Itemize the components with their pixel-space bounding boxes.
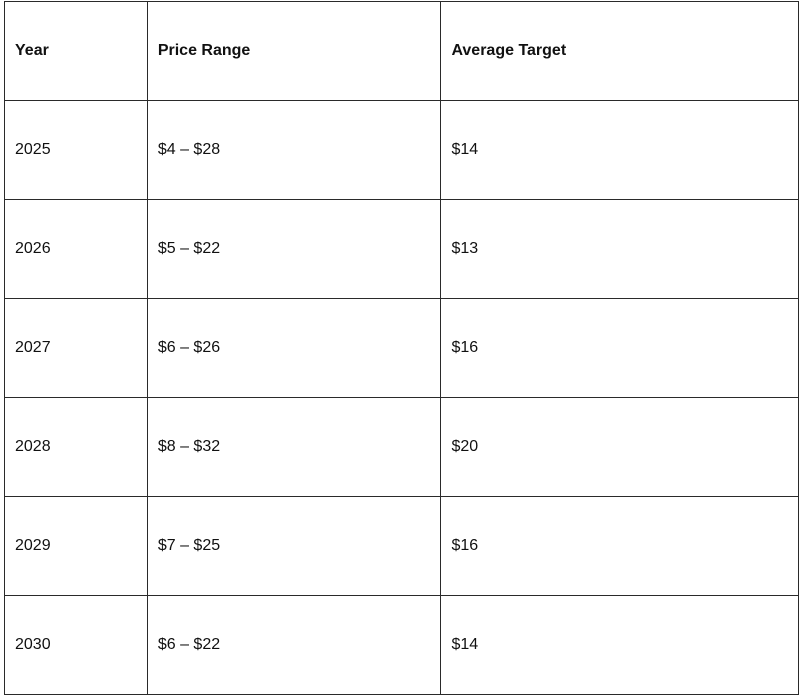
year-cell: 2029 (4, 496, 148, 596)
price-range-cell: $8 – $32 (146, 397, 442, 497)
table-row: 2027 $6 – $26 $16 (4, 298, 799, 398)
year-cell: 2027 (4, 298, 148, 398)
year-cell: 2026 (4, 199, 148, 299)
average-target-cell: $14 (440, 595, 799, 695)
average-target-cell: $16 (440, 298, 799, 398)
header-average-target: Average Target (440, 1, 799, 101)
price-range-cell: $5 – $22 (146, 199, 442, 299)
year-cell: 2025 (4, 100, 148, 200)
table-row: 2025 $4 – $28 $14 (4, 100, 799, 200)
table-row: 2028 $8 – $32 $20 (4, 397, 799, 497)
price-range-cell: $6 – $26 (146, 298, 442, 398)
average-target-cell: $14 (440, 100, 799, 200)
table-row: 2030 $6 – $22 $14 (4, 595, 799, 695)
year-cell: 2030 (4, 595, 148, 695)
year-cell: 2028 (4, 397, 148, 497)
header-price-range: Price Range (146, 1, 442, 101)
price-range-cell: $7 – $25 (146, 496, 442, 596)
table-row: 2029 $7 – $25 $16 (4, 496, 799, 596)
average-target-cell: $20 (440, 397, 799, 497)
table-row: 2026 $5 – $22 $13 (4, 199, 799, 299)
average-target-cell: $13 (440, 199, 799, 299)
average-target-cell: $16 (440, 496, 799, 596)
price-forecast-table: Year Price Range Average Target 2025 $4 –… (4, 1, 799, 695)
price-range-cell: $4 – $28 (146, 100, 442, 200)
header-row: Year Price Range Average Target (4, 1, 799, 101)
header-year: Year (4, 1, 148, 101)
price-range-cell: $6 – $22 (146, 595, 442, 695)
